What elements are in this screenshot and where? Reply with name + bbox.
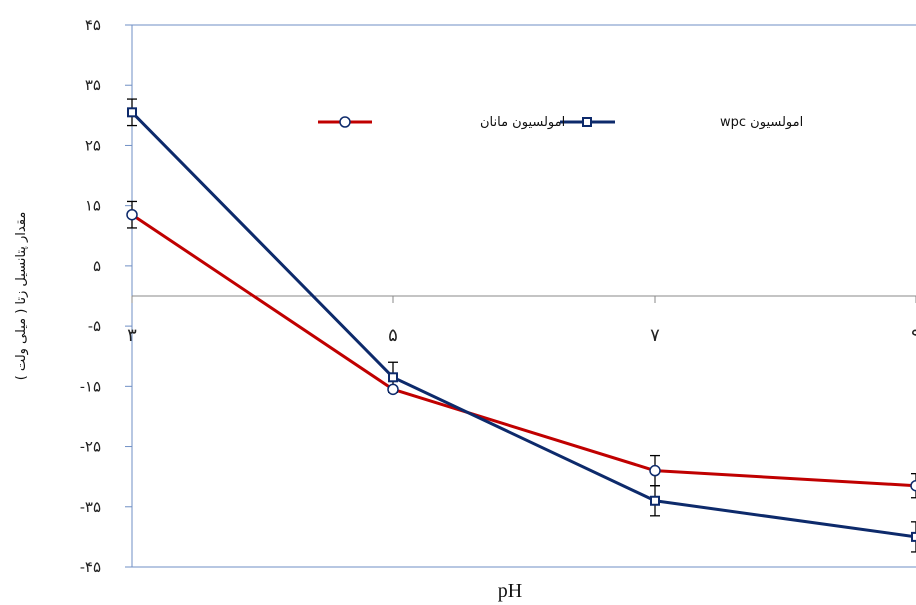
x-tick-label: ۳ <box>127 325 137 346</box>
x-tick-group: ۳ ۵ ۷ ۹ <box>127 296 916 346</box>
series-line-0 <box>130 111 916 539</box>
data-point-circle <box>387 383 399 396</box>
y-axis-label: مقدار پتانسیل زتا ( میلی ولت ) <box>14 212 29 381</box>
y-tick-label: -۵ <box>88 317 101 335</box>
data-point-square <box>388 372 398 383</box>
y-tick-label: ۴۵ <box>85 16 101 34</box>
y-tick-label: ۱۵ <box>85 197 101 215</box>
y-tick-label: -۱۵ <box>80 377 101 395</box>
data-point-square <box>127 107 137 118</box>
y-tick-label: ۵ <box>93 257 101 275</box>
y-tick-label: ۲۵ <box>85 136 101 154</box>
series-group <box>126 98 916 553</box>
y-tick-group: ۴۵ ۳۵ ۲۵ ۱۵ ۵ -۵ -۱۵ -۲۵ -۳۵ -۴۵ <box>80 16 132 576</box>
x-axis-label: pH <box>498 580 522 602</box>
legend-circle-marker-icon <box>339 116 351 128</box>
data-point-square <box>650 495 660 506</box>
legend-label-wpc: امولسیون wpc <box>720 115 803 130</box>
y-tick-label: -۲۵ <box>80 438 101 456</box>
data-point-circle <box>649 464 661 477</box>
data-point-circle <box>910 479 916 492</box>
y-tick-label: ۳۵ <box>85 76 101 94</box>
x-tick-label: ۷ <box>650 325 660 346</box>
legend-square-marker-icon <box>582 117 592 127</box>
series-line-1 <box>131 213 916 488</box>
y-tick-label: -۳۵ <box>80 498 101 516</box>
legend: امولسیون wpc امولسیون مانان <box>318 115 803 130</box>
x-tick-label: ۵ <box>388 325 398 346</box>
legend-item-wpc: امولسیون wpc <box>560 115 803 130</box>
legend-label-manan: امولسیون مانان <box>480 115 565 130</box>
data-point-circle <box>126 208 138 221</box>
x-tick-label: ۹ <box>911 325 916 346</box>
y-tick-label: -۴۵ <box>80 558 101 576</box>
legend-item-manan: امولسیون مانان <box>318 115 565 130</box>
data-point-square <box>911 531 916 542</box>
